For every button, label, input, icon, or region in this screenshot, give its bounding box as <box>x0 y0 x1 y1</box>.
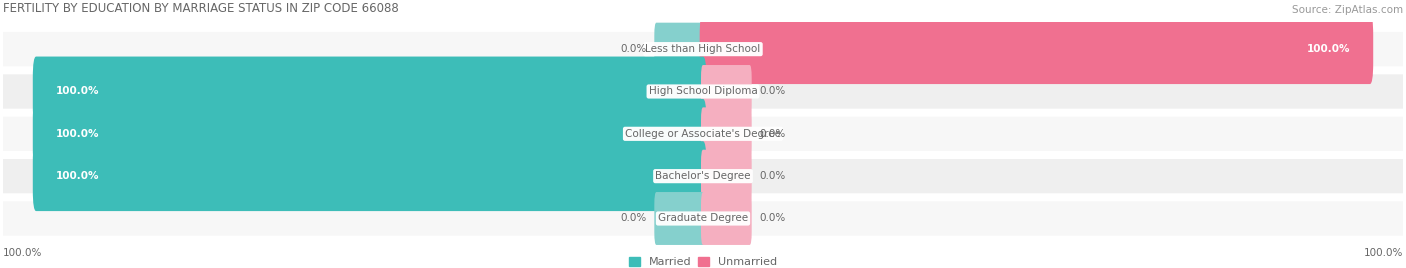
FancyBboxPatch shape <box>702 65 752 118</box>
Legend: Married, Unmarried: Married, Unmarried <box>630 257 776 267</box>
Text: 0.0%: 0.0% <box>759 171 786 181</box>
Text: 100.0%: 100.0% <box>1306 44 1350 54</box>
Text: High School Diploma: High School Diploma <box>648 87 758 96</box>
FancyBboxPatch shape <box>32 99 706 169</box>
Text: 0.0%: 0.0% <box>759 214 786 224</box>
Text: 0.0%: 0.0% <box>620 214 647 224</box>
Text: Less than High School: Less than High School <box>645 44 761 54</box>
FancyBboxPatch shape <box>702 150 752 203</box>
Text: College or Associate's Degree: College or Associate's Degree <box>626 129 780 139</box>
FancyBboxPatch shape <box>702 192 752 245</box>
Text: 100.0%: 100.0% <box>56 171 100 181</box>
Text: FERTILITY BY EDUCATION BY MARRIAGE STATUS IN ZIP CODE 66088: FERTILITY BY EDUCATION BY MARRIAGE STATU… <box>3 2 398 15</box>
FancyBboxPatch shape <box>3 74 1403 109</box>
Text: 100.0%: 100.0% <box>1364 248 1403 258</box>
Text: Source: ZipAtlas.com: Source: ZipAtlas.com <box>1292 5 1403 15</box>
Text: 100.0%: 100.0% <box>3 248 42 258</box>
FancyBboxPatch shape <box>654 192 704 245</box>
Text: Graduate Degree: Graduate Degree <box>658 214 748 224</box>
Text: 0.0%: 0.0% <box>759 129 786 139</box>
FancyBboxPatch shape <box>3 32 1403 66</box>
FancyBboxPatch shape <box>3 201 1403 236</box>
Text: 100.0%: 100.0% <box>56 87 100 96</box>
Text: Bachelor's Degree: Bachelor's Degree <box>655 171 751 181</box>
Text: 100.0%: 100.0% <box>56 129 100 139</box>
FancyBboxPatch shape <box>3 159 1403 193</box>
Text: 0.0%: 0.0% <box>620 44 647 54</box>
FancyBboxPatch shape <box>700 14 1374 84</box>
FancyBboxPatch shape <box>702 107 752 160</box>
FancyBboxPatch shape <box>32 57 706 126</box>
FancyBboxPatch shape <box>32 141 706 211</box>
FancyBboxPatch shape <box>3 117 1403 151</box>
FancyBboxPatch shape <box>654 23 704 76</box>
Text: 0.0%: 0.0% <box>759 87 786 96</box>
